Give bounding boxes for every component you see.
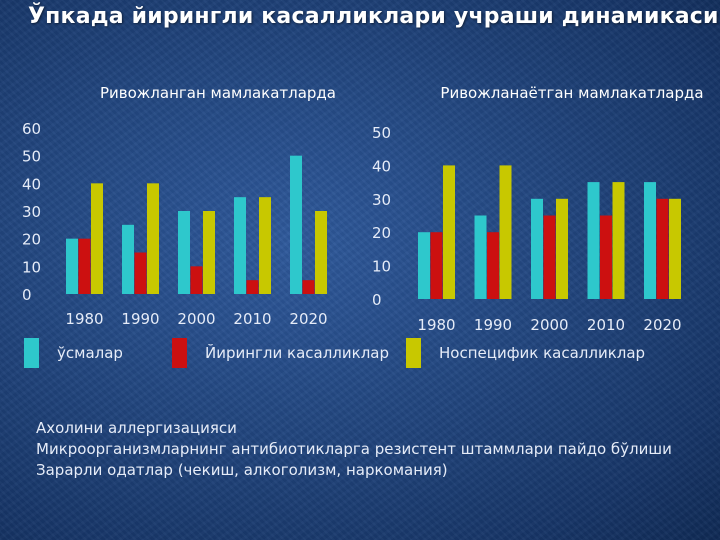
chart-legend: ўсмалар Йирингли касалликлар Носпецифик … (0, 338, 720, 368)
bar-tumors-2010 (234, 197, 246, 294)
legend-label: ўсмалар (57, 344, 123, 362)
x-tick-label: 2010 (587, 316, 625, 334)
y-tick-label: 30 (22, 203, 41, 221)
x-tick-label: 2020 (643, 316, 681, 334)
page-title: Ўпкада йирингли касалликлари учраши дина… (28, 4, 719, 29)
chart-developing-countries: Ривожланаётган мамлакатларда 0 10 20 30 40 50 1… (372, 84, 703, 334)
legend-item-nonspecific: Носпецифик касалликлар (406, 338, 645, 368)
bar-purulent-1990 (134, 252, 147, 294)
bar-purulent-2000 (190, 266, 203, 294)
bar-nonspecific-1980 (91, 183, 103, 294)
bar-tumors-2020 (290, 155, 302, 294)
legend-swatch (172, 338, 187, 368)
note-antibiotic-resistance: Микроорганизмларнинг антибиотикларга рез… (36, 440, 672, 458)
bar-tumors-1990 (474, 215, 487, 299)
y-tick-label: 40 (22, 175, 41, 193)
bar-nonspecific-2020 (669, 198, 681, 299)
chart-developed-countries: Ривожланган мамлакатларда 0 10 20 30 40 50 60 19… (22, 84, 336, 328)
y-tick-label: 50 (22, 148, 41, 166)
legend-item-tumors: ўсмалар (24, 338, 123, 368)
bar-tumors-1980 (66, 238, 78, 294)
chart-title: Ривожланган мамлакатларда (100, 84, 336, 102)
y-tick-label: 50 (372, 124, 391, 142)
y-tick-label: 0 (372, 291, 382, 309)
bar-purulent-1980 (78, 238, 91, 294)
bar-purulent-2010 (600, 215, 612, 299)
bar-tumors-2000 (531, 198, 543, 299)
bar-tumors-1990 (122, 224, 134, 294)
bar-purulent-2020 (656, 198, 669, 299)
bar-nonspecific-2010 (612, 182, 625, 299)
x-tick-label: 1980 (417, 316, 455, 334)
y-tick-label: 0 (22, 286, 32, 304)
x-tick-label: 2000 (177, 310, 215, 328)
bar-purulent-2000 (543, 215, 556, 299)
y-tick-label: 10 (22, 258, 41, 276)
y-tick-label: 40 (372, 157, 391, 175)
bar-nonspecific-1980 (443, 165, 455, 299)
y-tick-label: 30 (372, 191, 391, 209)
x-tick-label: 1990 (474, 316, 512, 334)
bar-purulent-1980 (430, 232, 443, 299)
bar-nonspecific-2020 (315, 211, 327, 294)
bar-tumors-2000 (178, 211, 190, 294)
bar-purulent-2010 (246, 280, 259, 294)
legend-swatch (406, 338, 421, 368)
x-tick-label: 1990 (121, 310, 159, 328)
bar-nonspecific-1990 (499, 165, 512, 299)
y-tick-label: 20 (22, 231, 41, 249)
x-tick-label: 2020 (289, 310, 327, 328)
y-tick-label: 10 (372, 258, 391, 276)
note-allergization: Ахолини аллергизацияси (36, 419, 237, 437)
x-tick-label: 1980 (65, 310, 103, 328)
bar-nonspecific-2000 (556, 198, 568, 299)
bar-purulent-2020 (302, 280, 315, 294)
bar-nonspecific-1990 (147, 183, 159, 294)
legend-label: Носпецифик касалликлар (439, 344, 646, 362)
chart-title: Ривожланаётган мамлакатларда (440, 84, 703, 102)
x-tick-label: 2000 (530, 316, 568, 334)
legend-item-purulent: Йирингли касалликлар (172, 338, 389, 368)
bar-tumors-2020 (644, 182, 656, 299)
x-tick-label: 2010 (233, 310, 271, 328)
bar-purulent-1990 (487, 232, 499, 299)
y-tick-label: 20 (372, 224, 391, 242)
bar-nonspecific-2000 (203, 211, 215, 294)
note-harmful-habits: Зарарли одатлар (чекиш, алкоголизм, нарк… (36, 461, 448, 479)
y-tick-label: 60 (22, 120, 41, 138)
bar-nonspecific-2010 (259, 197, 271, 294)
bar-tumors-2010 (587, 182, 600, 299)
legend-label: Йирингли касалликлар (205, 344, 390, 362)
legend-swatch (24, 338, 39, 368)
bar-tumors-1980 (418, 232, 430, 299)
notes-list: Ахолини аллергизацияси Микроорганизмларн… (36, 418, 720, 481)
